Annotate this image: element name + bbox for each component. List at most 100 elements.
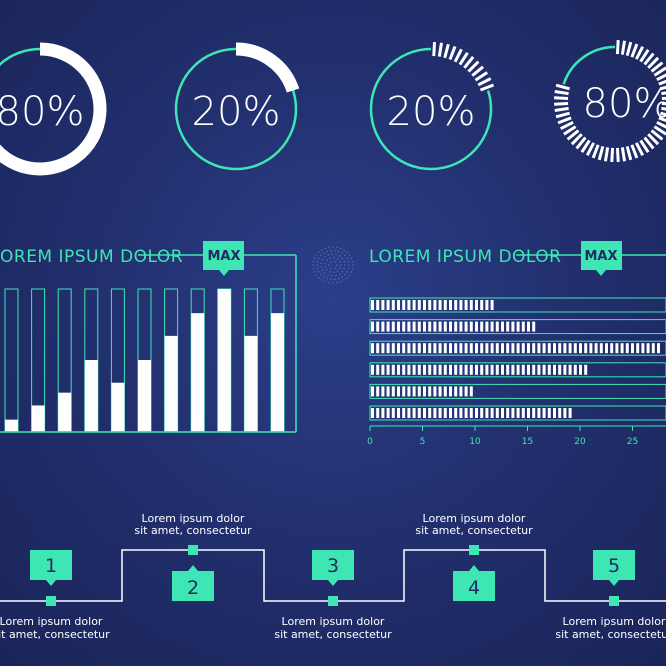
hbar-segment [579,364,582,375]
hbar-segment [558,343,562,354]
hbar-segment [381,408,385,418]
ring-3-segment [437,42,443,57]
hbar-segment [397,343,400,354]
hbar-segment [371,343,374,354]
sphere-dot [346,257,348,260]
hbar-segment [391,408,395,418]
sphere-dot [336,270,339,272]
hbar-segment [454,364,458,375]
sphere-dot [321,259,324,261]
hbar-segment [516,408,520,418]
hbar-segment [641,343,645,354]
sphere-dot [333,257,335,259]
hbar-segment [527,321,530,332]
ring-4-segment [591,144,600,159]
hbar-segment [433,321,437,332]
hbar-segment [402,408,406,418]
sphere-dot [313,271,316,273]
hbar-segment [459,408,463,418]
timeline-node [46,596,56,606]
hbar-segment [402,343,406,354]
hbar-segment [532,408,536,418]
ring-4-segment [563,125,577,136]
hbar-segment [620,343,624,354]
sphere-dot [326,277,329,280]
sphere-dot [324,265,327,268]
hbar-segment [386,343,390,354]
hbar-segment [516,364,520,375]
hbar-segment [454,408,458,418]
sphere-dot [341,270,344,273]
sphere-dot [327,274,329,276]
hbar-segment [407,321,411,332]
hbar-tick-label: 15 [522,437,533,447]
sphere-dot [348,264,350,266]
hbar-segment [376,386,380,397]
hbar-segment [438,321,442,332]
hbar-segment [443,408,447,418]
ring-4-segment [661,96,666,101]
hbar-segment [386,364,390,375]
hbar-segment [449,343,452,354]
hbar-segment [459,321,463,332]
sphere-dot [348,254,351,256]
hbar-segment [417,386,421,397]
ring-4-segment [597,146,605,161]
hbar-segment [599,343,603,354]
hbar-segment [469,321,473,332]
hbar-segment [376,408,380,418]
hbar-segment [397,386,400,397]
ring-4-segment [615,147,620,162]
hbar-segment [495,321,499,332]
sphere-dot [337,277,340,280]
vbar [31,405,45,431]
hbar-segment [490,364,494,375]
sphere-dot [335,253,337,256]
sphere-dot [316,260,319,263]
sphere-dot [324,262,327,265]
hbar-segment [454,386,458,397]
vbar [111,382,125,431]
hbar-segment [511,364,515,375]
hbar-segment [537,408,541,418]
sphere-dot [350,271,353,273]
sphere-dot [344,254,346,257]
hbar-segment [391,321,395,332]
timeline-step-number: 5 [608,555,620,577]
sphere-dot [329,257,331,260]
ring-1-label: 80% [0,89,84,135]
hbar-track [369,405,666,421]
timeline-caption-line-2: sit amet, consectetur [134,524,252,537]
hbar-segment [423,408,426,418]
ring-4-segment [620,40,627,55]
sphere-dot [332,282,334,284]
hbar-segment [402,300,406,310]
sphere-dot [344,273,346,276]
hbar-segment [547,343,551,354]
timeline-caption-line-1: Lorem ipsum dolor [142,512,245,525]
hbar-segment [475,300,478,310]
hbar-segment [381,343,385,354]
hbar-segment [371,300,374,310]
hbar-segment [428,386,432,397]
hbar-segment [501,364,504,375]
hbar-segment [532,343,536,354]
hbar-tick-label: 5 [420,437,426,447]
hbar-segment [584,343,588,354]
hbar-segment [506,408,510,418]
hbar-track [369,319,666,335]
hbar-segment [386,386,390,397]
hbar-segment [594,343,598,354]
sphere-dot [341,276,343,278]
ring-3-segment [458,51,469,66]
hbar-segment [547,408,551,418]
timeline-caption-line-1: Lorem ipsum dolor [282,615,385,628]
hbar-segment [443,321,447,332]
timeline-node [328,596,338,606]
timeline-node [469,545,479,555]
hbar-segment [469,300,473,310]
hbar-track [369,340,666,356]
ring-4-segment [661,106,666,111]
